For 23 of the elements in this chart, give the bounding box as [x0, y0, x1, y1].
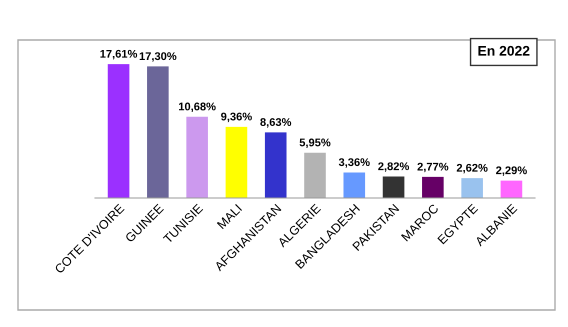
data-label: 2,77%	[417, 162, 448, 172]
bar	[264, 132, 287, 198]
data-label: 10,68%	[179, 102, 216, 112]
bar	[382, 176, 404, 198]
data-label: 17,61%	[100, 50, 138, 60]
bar	[147, 66, 169, 198]
data-label: 2,29%	[496, 166, 527, 176]
data-label: 3,36%	[338, 158, 370, 168]
data-label: 8,63%	[260, 118, 292, 128]
bar	[461, 178, 483, 198]
data-label: 2,62%	[456, 164, 488, 174]
data-label: 17,30%	[140, 52, 176, 62]
chart-title: En 2022	[478, 46, 530, 56]
bar	[186, 116, 208, 198]
bar	[304, 152, 326, 198]
bar	[108, 64, 130, 198]
data-label: 2,82%	[378, 162, 410, 172]
data-label: 5,95%	[300, 138, 330, 148]
bar	[500, 180, 522, 198]
data-label: 9,36%	[221, 112, 252, 122]
bar	[226, 126, 248, 198]
bar	[343, 172, 366, 198]
bar	[422, 176, 444, 198]
